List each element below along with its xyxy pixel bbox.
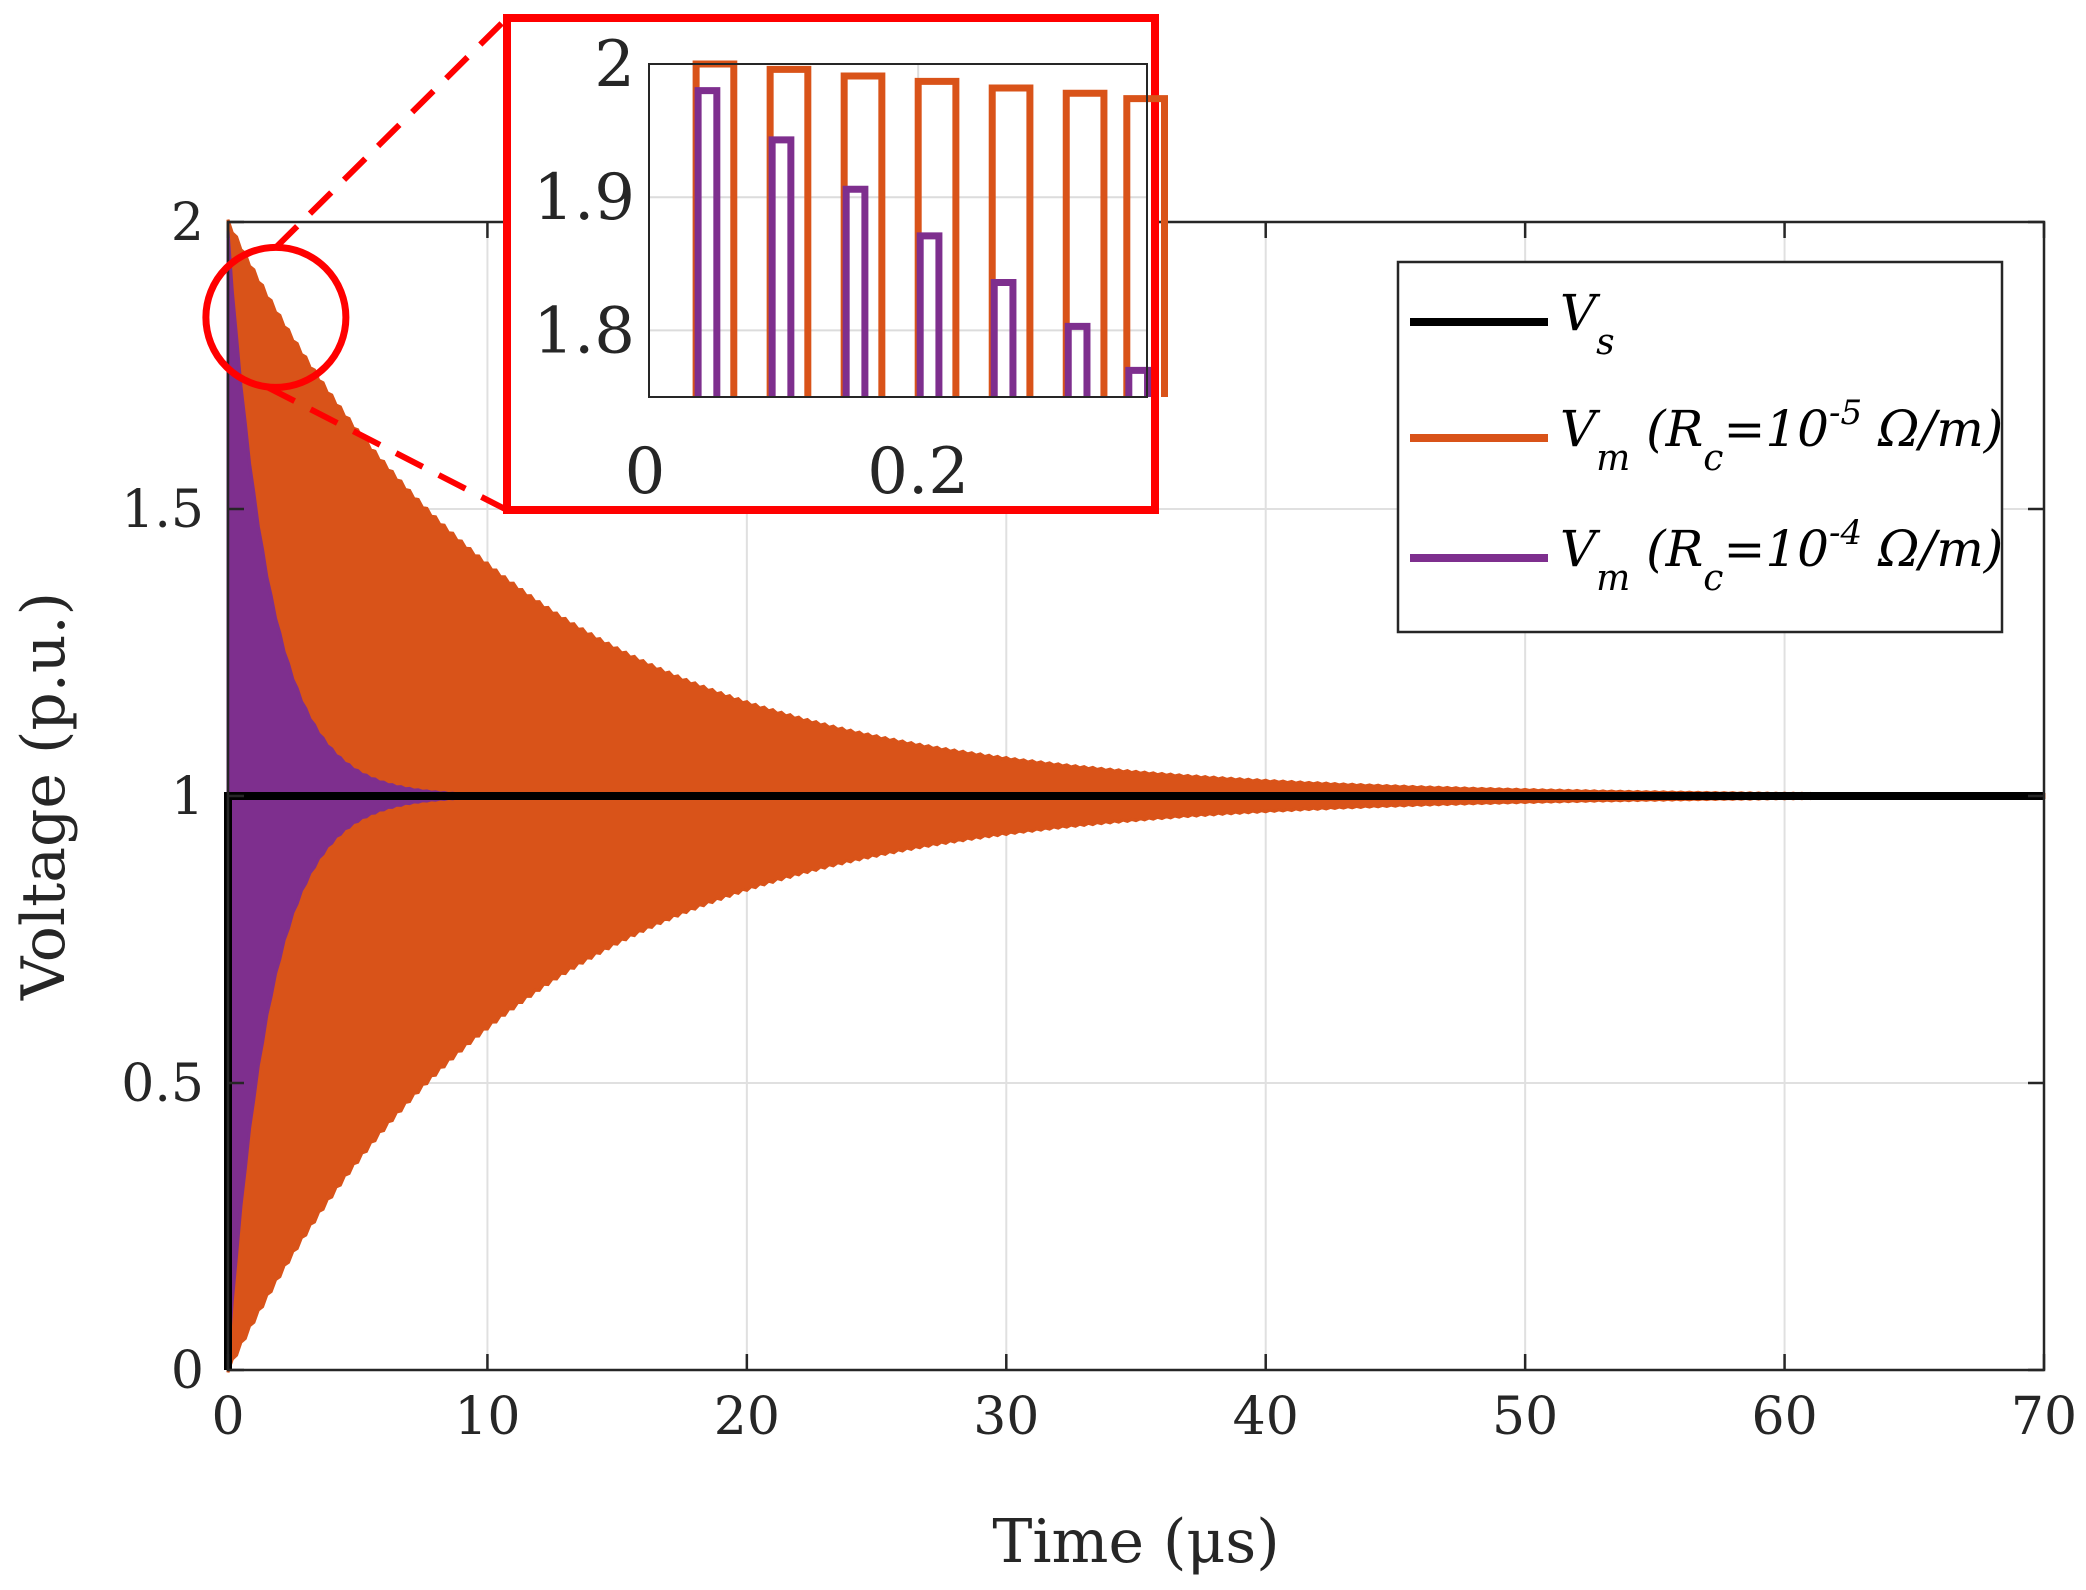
legend-part: c	[1703, 558, 1723, 599]
legend-part: -5	[1829, 393, 1862, 433]
inset-border	[503, 14, 1159, 514]
x-tick-label: 0	[211, 1387, 244, 1447]
legend-part: Ω/m)	[1862, 520, 2003, 578]
inset-orange-pulse	[1062, 89, 1108, 397]
legend-part: m	[1596, 438, 1630, 479]
inset-orange-pulse	[988, 84, 1034, 397]
legend-part: Ω/m)	[1862, 400, 2003, 458]
inset-purple-pulse	[1064, 322, 1091, 397]
legend-label: Vm (Rc=10-5 Ω/m)	[1560, 393, 2003, 479]
legend-part: c	[1703, 438, 1723, 479]
y-axis-title: Voltage (p.u.)	[9, 592, 79, 1001]
x-tick-label: 70	[2011, 1387, 2077, 1447]
x-tick-label: 40	[1233, 1387, 1299, 1447]
inset-x-tick-label: 0.2	[867, 435, 969, 509]
legend-part: V	[1560, 400, 1601, 458]
legend-label: Vm (Rc=10-4 Ω/m)	[1560, 513, 2003, 599]
inset-purple-pulse	[694, 87, 721, 397]
inset-y-tick-label: 1.9	[533, 161, 635, 235]
inset-purple-pulse	[990, 278, 1017, 397]
zoom-callout	[202, 15, 510, 513]
legend-part: -4	[1829, 513, 1862, 553]
legend-part: m	[1596, 558, 1630, 599]
x-axis-title: Time (μs)	[992, 1507, 1279, 1577]
x-tick-label: 10	[454, 1387, 520, 1447]
y-tick-label: 0	[171, 1341, 204, 1401]
legend-part: =10	[1723, 520, 1829, 578]
legend-part: (R	[1630, 520, 1703, 578]
inset-y-tick-label: 1.8	[533, 294, 635, 368]
y-tick-label: 1	[171, 767, 204, 827]
inset-orange-pulse	[1123, 95, 1168, 397]
inset-purple-pulse	[916, 232, 943, 397]
inset-frame	[648, 63, 1148, 398]
y-tick-label: 2	[171, 193, 204, 253]
legend-label: Vs	[1560, 284, 1615, 363]
y-tick-label: 1.5	[121, 480, 204, 540]
legend-part: s	[1596, 322, 1614, 363]
inset-plot: 1.8 1.9 2 0 0.2	[503, 14, 1168, 514]
legend-part: =10	[1723, 400, 1829, 458]
y-tick-label: 0.5	[121, 1054, 204, 1114]
legend-part: V	[1560, 284, 1601, 342]
x-tick-label: 20	[714, 1387, 780, 1447]
legend-part: V	[1560, 520, 1601, 578]
inset-x-tick-label: 0	[625, 435, 666, 509]
tick-labels: 0 10 20 30 40 50 60 70 0 0.5 1 1.5 2	[121, 193, 2077, 1447]
x-tick-label: 30	[973, 1387, 1039, 1447]
inset-purple-pulse	[842, 185, 869, 397]
x-tick-label: 60	[1751, 1387, 1817, 1447]
inset-purple-pulse	[768, 136, 795, 397]
zoom-line-top	[273, 15, 510, 250]
inset-y-tick-label: 2	[594, 28, 635, 102]
legend-part: (R	[1630, 400, 1703, 458]
x-tick-label: 50	[1492, 1387, 1558, 1447]
